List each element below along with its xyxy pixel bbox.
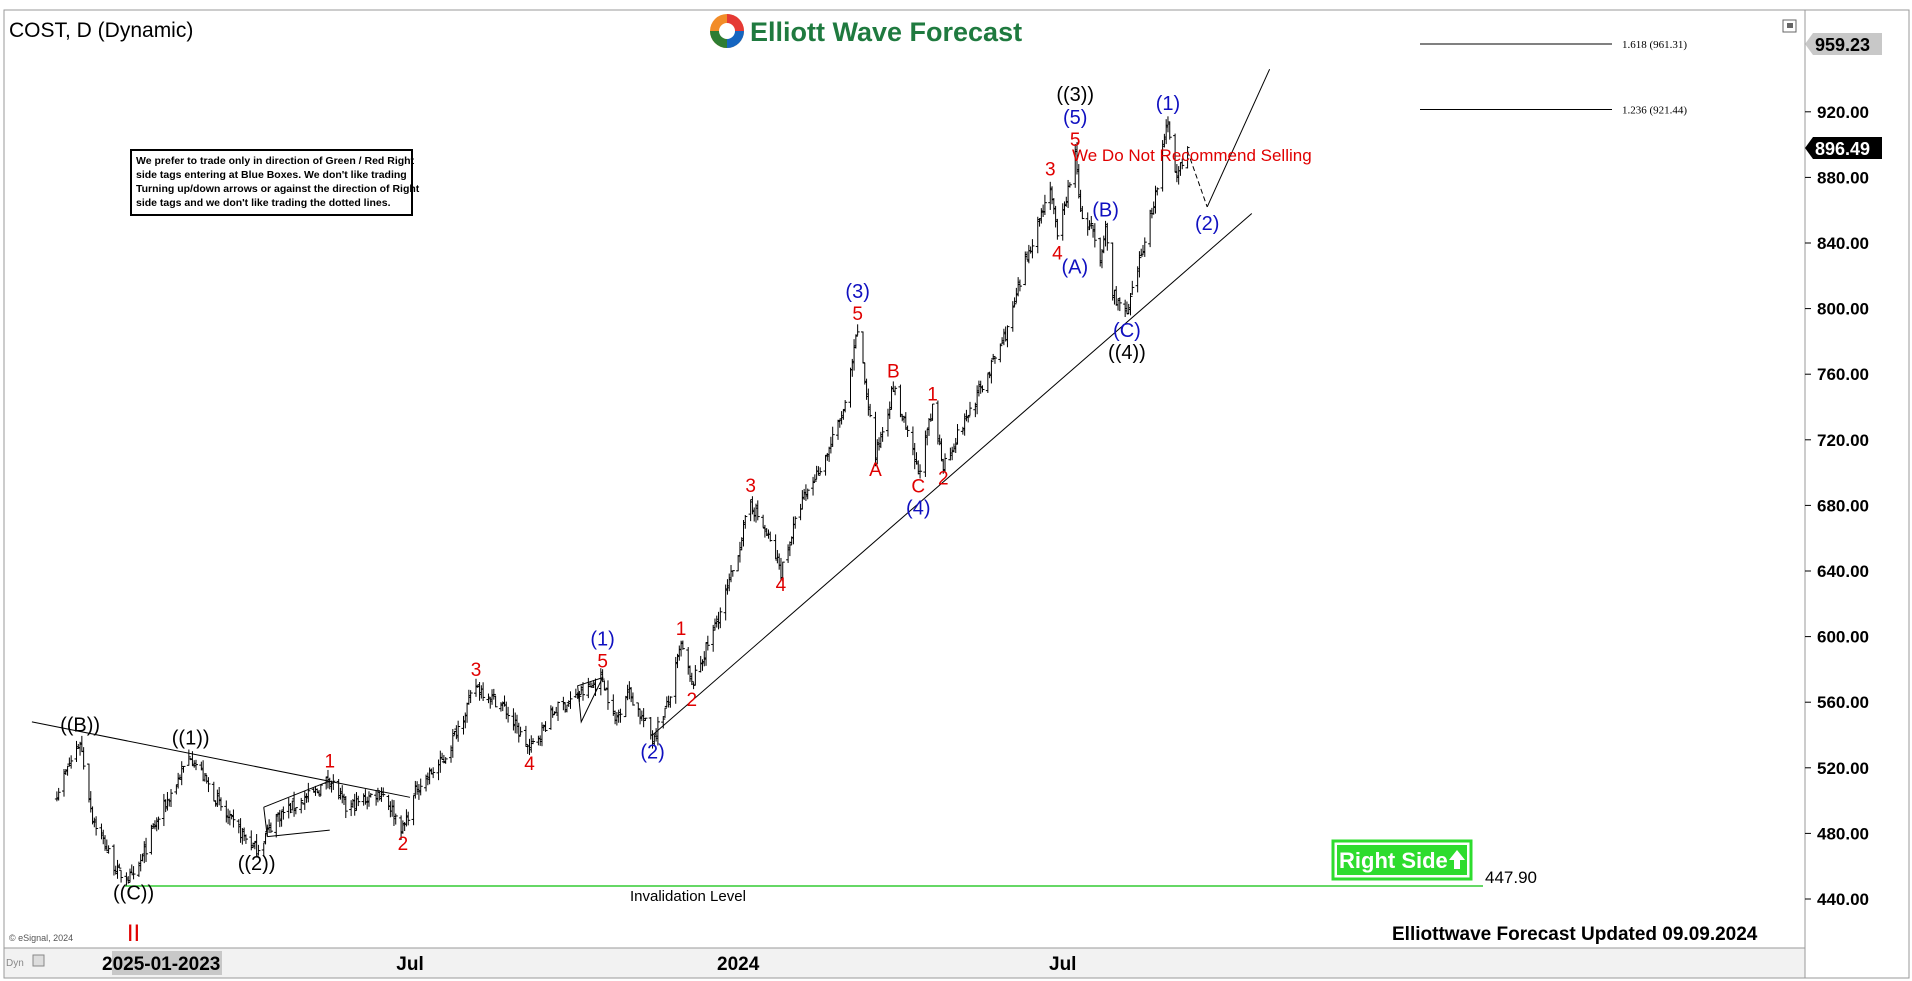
wave-label: (1) [1156,93,1180,115]
y-tick-label: 520.00 [1817,759,1869,778]
x-tick-label: 2025-01-2023 [102,954,220,975]
wave-label: 3 [745,476,756,497]
wave-label: 2 [686,690,697,711]
copyright: © eSignal, 2024 [9,933,73,943]
wave-label: 2 [398,834,409,855]
wave-label: 1 [927,384,938,405]
y-tick-label: 800.00 [1817,300,1869,319]
y-tick-label: 760.00 [1817,365,1869,384]
wave-label: 5 [1070,130,1081,151]
annotation-lines: 1.618 (961.31) 1.236 (921.44) [31,39,1687,887]
wave-label: B [887,361,900,382]
y-tick-label: 600.00 [1817,628,1869,647]
price-bars [54,116,1190,886]
wave-label: 3 [471,660,482,681]
wave-label: ((3)) [1056,84,1094,106]
wave-label: 4 [524,754,535,775]
wave-label: 2 [938,468,949,489]
invalidation-label: Invalidation Level [630,888,746,905]
y-tick-label: 680.00 [1817,496,1869,515]
wave-label: II [127,920,140,947]
fib-level-label: 1.618 (961.31) [1622,39,1687,51]
symbol-title: COST, D (Dynamic) [9,19,193,42]
fib-level-label: 1.236 (921.44) [1622,104,1687,116]
logo-icon [710,14,744,48]
corner-text: Dyn [6,958,24,969]
x-tick-highlight [112,951,222,975]
wave-label: 4 [1052,244,1063,265]
time-axis [3,947,1806,979]
restore-window-glyph [1787,23,1793,28]
high-price-tag: 959.23 [1805,33,1882,55]
wave-label: (C) [1113,320,1141,342]
y-tick-label: 640.00 [1817,562,1869,581]
wave-label: 5 [597,652,608,673]
projection-line [1187,150,1208,208]
x-tick-label: Jul [396,954,423,975]
trendline [652,213,1253,736]
y-tick-label: 440.00 [1817,890,1869,909]
wave-label: (A) [1062,257,1089,279]
wave-label: (2) [640,741,664,763]
last-price-value: 896.49 [1815,139,1870,159]
y-tick-label: 920.00 [1817,103,1869,122]
wave-label: ((2)) [238,853,276,875]
wave-label: ((C)) [113,882,154,904]
wave-label: (2) [1195,213,1219,235]
wave-label: (1) [590,629,614,651]
y-tick-label: 880.00 [1817,168,1869,187]
y-tick-label: 480.00 [1817,824,1869,843]
invalidation-value: 447.90 [1485,868,1537,887]
trendline [31,721,411,798]
wave-label: 4 [776,575,787,596]
disclaimer-line: side tags and we don't like trading the … [136,197,391,209]
disclaimer-box: We prefer to trade only in direction of … [130,149,420,216]
x-tick-label: Jul [1049,954,1076,975]
high-price-value: 959.23 [1815,35,1870,55]
wave-label: A [869,460,882,481]
wave-label: 1 [324,752,335,773]
disclaimer-line: Turning up/down arrows or against the di… [136,183,420,195]
wave-label: C [911,477,925,498]
settings-icon[interactable] [32,954,45,967]
channel-line [267,829,330,838]
disclaimer-line: We prefer to trade only in direction of … [136,155,415,167]
right-side-tag: Right Side [1331,839,1473,881]
disclaimer-line: side tags entering at Blue Boxes. We don… [136,169,407,181]
right-side-label: Right Side [1339,848,1448,873]
wave-label: ((B)) [60,715,100,737]
wave-label: ((4)) [1108,342,1146,364]
y-tick-label: 840.00 [1817,234,1869,253]
channel-line [263,780,330,808]
up-arrow-icon [1449,850,1465,869]
x-tick-label: 2024 [717,954,760,975]
wave-label: (3) [845,281,869,303]
y-tick-label: 560.00 [1817,693,1869,712]
projection-line [1206,68,1271,208]
triangle-pattern [577,676,604,724]
wave-label: 1 [676,619,687,640]
price-axis [1804,9,1910,979]
wave-label: (B) [1092,200,1119,222]
wave-label: (5) [1063,107,1087,129]
last-price-tag: 896.49 [1805,137,1882,159]
wave-label: 5 [852,304,863,325]
wave-labels: ((B))((C))II((1))((2))12345(1)(2)12345(3… [60,84,1219,947]
y-tick-label: 720.00 [1817,431,1869,450]
wave-label: ((1)) [172,728,210,750]
wave-label: (4) [906,498,930,520]
brand-name: Elliott Wave Forecast [750,17,1022,47]
wave-label: 3 [1045,160,1056,181]
updated-note: Elliottwave Forecast Updated 09.09.2024 [1392,924,1758,945]
axis-labels: 440.00 480.00 520.00 560.00 600.00 640.00 680.… [102,103,1869,975]
recommendation-note: We Do Not Recommend Selling [1072,146,1312,165]
